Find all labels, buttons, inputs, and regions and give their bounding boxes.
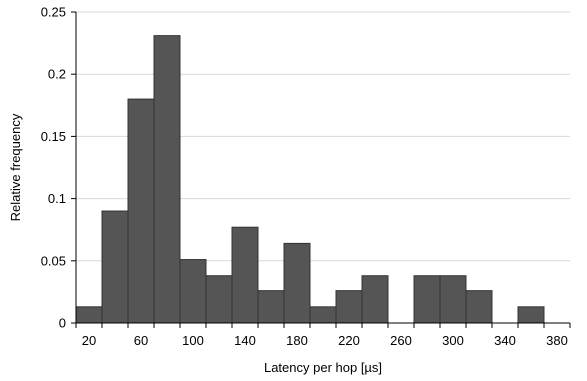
- y-tick-label: 0: [59, 316, 66, 331]
- histogram-bar: [127, 98, 155, 324]
- y-axis-label: Relative frequency: [8, 113, 23, 221]
- histogram-bar: [309, 306, 337, 324]
- x-tick-label: 180: [286, 333, 308, 348]
- x-axis-label: Latency per hop [µs]: [264, 360, 382, 375]
- axes: [75, 12, 570, 324]
- y-tick-label: 0.1: [48, 191, 66, 206]
- x-tick-label: 260: [390, 333, 412, 348]
- histogram-bar: [205, 275, 233, 324]
- x-tick-label: 60: [134, 333, 148, 348]
- x-tick-label: 20: [82, 333, 96, 348]
- histogram-bar: [101, 210, 129, 324]
- y-tick-label: 0.15: [41, 129, 66, 144]
- x-tick-label: 140: [234, 333, 256, 348]
- y-tick-label: 0.2: [48, 67, 66, 82]
- histogram-bar: [439, 275, 467, 324]
- histogram-bar: [413, 275, 441, 324]
- histogram-bar: [179, 259, 207, 324]
- histogram-bar: [75, 306, 103, 324]
- x-tick-labels: 20 60 100 140 180 220 260 300 340 380: [75, 323, 571, 348]
- histogram-bar: [465, 290, 493, 324]
- x-tick-label: 300: [442, 333, 464, 348]
- x-tick-label: 220: [338, 333, 360, 348]
- histogram-bar: [335, 290, 363, 324]
- y-tick-label: 0.25: [41, 5, 66, 20]
- y-tick-labels: 0 0.05 0.1 0.15 0.2 0.25: [41, 5, 76, 331]
- histogram-bar: [257, 290, 285, 324]
- histogram-bar: [153, 35, 181, 324]
- histogram-bar: [361, 275, 389, 324]
- histogram-bar: [231, 226, 259, 324]
- x-tick-label: 100: [182, 333, 204, 348]
- bars: [75, 35, 545, 324]
- histogram-bar: [517, 306, 545, 324]
- histogram-bar: [283, 242, 311, 324]
- x-tick-label: 340: [494, 333, 516, 348]
- x-tick-label: 380: [546, 333, 568, 348]
- y-tick-label: 0.05: [41, 253, 66, 268]
